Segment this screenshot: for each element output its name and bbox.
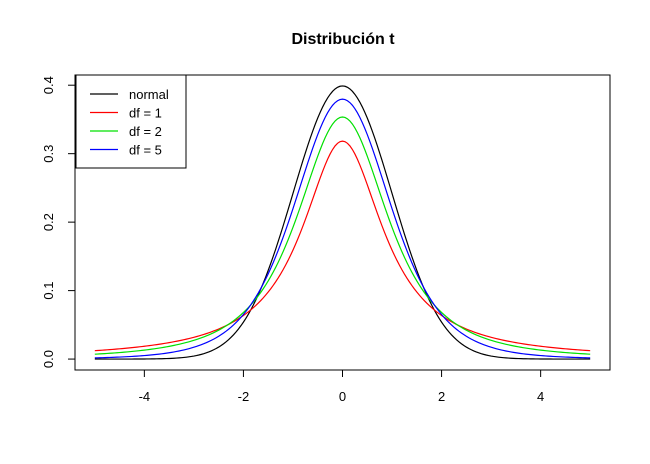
y-tick-label: 0.0 (41, 350, 56, 368)
series-line-0 (94, 85, 591, 360)
x-tick-label: -2 (238, 389, 250, 404)
legend-label: df = 5 (129, 143, 162, 158)
legend-box (75, 74, 187, 169)
legend-label: df = 1 (129, 106, 162, 121)
y-tick-label: 0.2 (41, 213, 56, 231)
series-line-3 (94, 98, 591, 359)
y-axis: 0.0 0.1 0.2 0.3 0.4 (41, 76, 76, 368)
x-tick-label: 0 (339, 389, 346, 404)
chart-title: Distribución t (291, 31, 395, 48)
legend: normal df = 1 df = 2 df = 5 (75, 74, 187, 169)
y-tick-label: 0.1 (41, 282, 56, 300)
x-axis: -4 -2 0 2 4 (139, 369, 544, 404)
x-tick-label: -4 (139, 389, 151, 404)
x-tick-label: 2 (438, 389, 445, 404)
y-tick-label: 0.3 (41, 145, 56, 163)
x-tick-label: 4 (537, 389, 544, 404)
curves (94, 85, 591, 360)
y-tick-label: 0.4 (41, 76, 56, 94)
legend-label: normal (129, 87, 169, 102)
legend-label: df = 2 (129, 124, 162, 139)
series-line-1 (94, 140, 591, 352)
series-line-2 (94, 116, 591, 355)
